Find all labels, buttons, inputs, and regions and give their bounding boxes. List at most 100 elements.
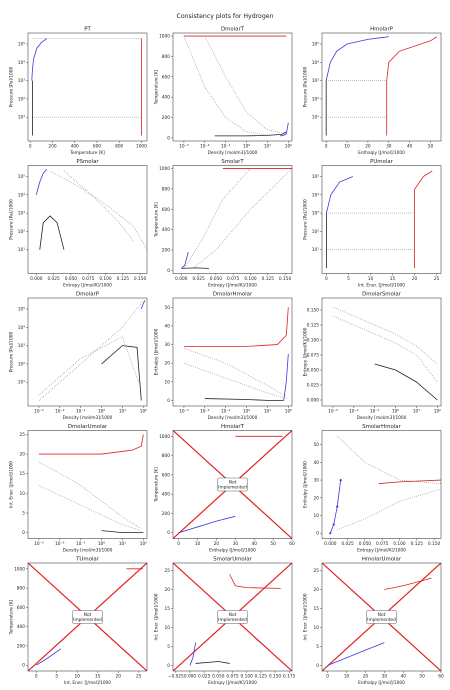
subplot: HmolarUmolar Enthalpy [J/mol]/1000 Int. En… xyxy=(303,557,444,687)
y-axis-label: Pressure [Pa]/1000 xyxy=(9,331,15,372)
y-tick-label: 40 xyxy=(165,323,171,329)
series-line xyxy=(178,515,236,534)
axes-frame xyxy=(172,165,293,274)
y-tick-label: 25 xyxy=(20,432,26,438)
series-line xyxy=(384,577,432,590)
y-tick-label: 0.150 xyxy=(307,308,320,314)
y-tick-label: 10 xyxy=(165,625,171,631)
x-tick-label: 0 xyxy=(29,144,32,150)
x-tick-label: 60 xyxy=(289,541,295,547)
y-tick-label: 40 xyxy=(314,460,320,466)
x-tick-label: 10⁻¹ xyxy=(221,144,231,150)
series-line xyxy=(140,300,146,310)
x-tick-label: 0.150 xyxy=(428,541,441,547)
axes-frame xyxy=(27,430,148,539)
x-tick-label: 0.175 xyxy=(283,674,296,680)
subplot: HmolarP Enthalpy [J/mol]/1000 Pressure [Pa… xyxy=(303,27,442,156)
y-tick-label: 0.000 xyxy=(307,398,320,404)
subplot: DmolarSmolar Density [mol/m3]/1000 Entropy… xyxy=(303,292,442,421)
subplot: DmolarP Density [mol/m3]/1000 Pressure [Pa… xyxy=(9,292,148,421)
axes-frame xyxy=(27,297,148,407)
y-tick-label: 10³ xyxy=(312,211,319,217)
subplot-title: SmolarHmolar xyxy=(362,424,401,430)
subplot-title: TUmolar xyxy=(75,557,100,563)
x-tick-label: 10⁻² xyxy=(55,541,65,547)
x-axis-label: Enthalpy [J/mol]/1000 xyxy=(209,548,256,554)
y-tick-label: 0 xyxy=(316,663,319,669)
series-marker xyxy=(332,523,335,526)
series-line xyxy=(327,642,385,666)
series-line xyxy=(414,170,433,268)
y-tick-label: 10¹ xyxy=(312,115,319,121)
series-line xyxy=(337,488,441,530)
x-tick-label: 10¹ xyxy=(264,144,271,150)
axes-frame xyxy=(321,562,442,672)
x-axis-label: Enthalpy [J/mol]/1000 xyxy=(358,680,405,686)
axes-frame xyxy=(27,165,148,274)
series-line xyxy=(181,251,189,269)
y-tick-label: 800 xyxy=(162,54,170,60)
series-line xyxy=(189,642,197,666)
axes-background xyxy=(322,33,441,141)
series-line xyxy=(374,363,438,401)
x-tick-label: 40 xyxy=(251,541,257,547)
x-axis-label: Entropy [J/mol/K]/1000 xyxy=(208,283,257,289)
annotation-box xyxy=(217,610,248,624)
series-line xyxy=(283,353,289,401)
subplot: SmolarT Entropy [J/mol/K]/1000 Temperature… xyxy=(154,159,293,289)
plot-area xyxy=(183,307,289,401)
y-axis-label: Temperature [K] xyxy=(154,467,160,503)
series-line xyxy=(38,461,142,529)
y-axis-label: Entropy [J/mol/K]/1000 xyxy=(303,327,309,376)
series-line xyxy=(183,35,268,136)
y-tick-label: 50 xyxy=(165,305,171,311)
x-tick-label: 0 xyxy=(325,276,328,282)
subplot-title: DmolarUmolar xyxy=(68,424,108,430)
x-tick-label: 15 xyxy=(95,674,101,680)
y-tick-label: 30 xyxy=(165,342,171,348)
x-tick-label: 0.150 xyxy=(134,276,147,282)
x-axis-label: Entropy [J/mol/K]/1000 xyxy=(208,680,257,686)
x-tick-label: 40 xyxy=(400,674,406,680)
x-tick-label: 600 xyxy=(93,144,101,150)
x-tick-label: 20 xyxy=(365,144,371,150)
subplot-title: HmolarP xyxy=(370,27,394,33)
x-tick-label: −0.025 xyxy=(168,674,184,680)
axes-background xyxy=(28,33,147,141)
x-tick-label: 10 xyxy=(344,144,350,150)
y-tick-label: 600 xyxy=(162,207,170,213)
x-tick-label: 5 xyxy=(347,276,350,282)
y-tick-label: 200 xyxy=(162,248,170,254)
plot-area xyxy=(326,170,433,268)
x-tick-label: 30 xyxy=(386,144,392,150)
y-tick-label: 0 xyxy=(167,398,170,404)
y-tick-label: 10³ xyxy=(312,78,319,84)
y-tick-label: 10 xyxy=(314,513,320,519)
axes-background xyxy=(28,165,147,274)
y-tick-label: 5 xyxy=(167,644,170,650)
x-tick-label: 10 xyxy=(344,674,350,680)
y-tick-label: 400 xyxy=(162,95,170,101)
axes-frame xyxy=(27,562,148,672)
x-tick-label: 0.025 xyxy=(47,276,60,282)
x-tick-label: 10² xyxy=(140,541,147,547)
y-tick-label: 200 xyxy=(162,115,170,121)
y-tick-label: 400 xyxy=(162,492,170,498)
y-tick-label: 600 xyxy=(162,472,170,478)
x-tick-label: 50 xyxy=(419,674,425,680)
y-tick-label: 20 xyxy=(165,361,171,367)
y-axis-label: Enthalpy [J/mol]/1000 xyxy=(154,328,160,375)
plot-area xyxy=(31,38,142,136)
y-tick-label: 10⁴ xyxy=(18,60,25,66)
subplot-title: DmolarHmolar xyxy=(213,292,253,298)
series-line xyxy=(214,131,287,137)
series-line xyxy=(38,336,139,396)
x-axis-label: Entropy [J/mol/K]/1000 xyxy=(63,283,112,289)
y-tick-label: 0 xyxy=(167,530,170,536)
x-tick-label: 0.025 xyxy=(341,541,354,547)
x-tick-label: 0.050 xyxy=(212,674,225,680)
plot-area xyxy=(325,36,438,136)
series-line xyxy=(229,574,281,589)
annotation-text: Not xyxy=(84,612,92,618)
y-tick-label: 0.050 xyxy=(307,368,320,374)
